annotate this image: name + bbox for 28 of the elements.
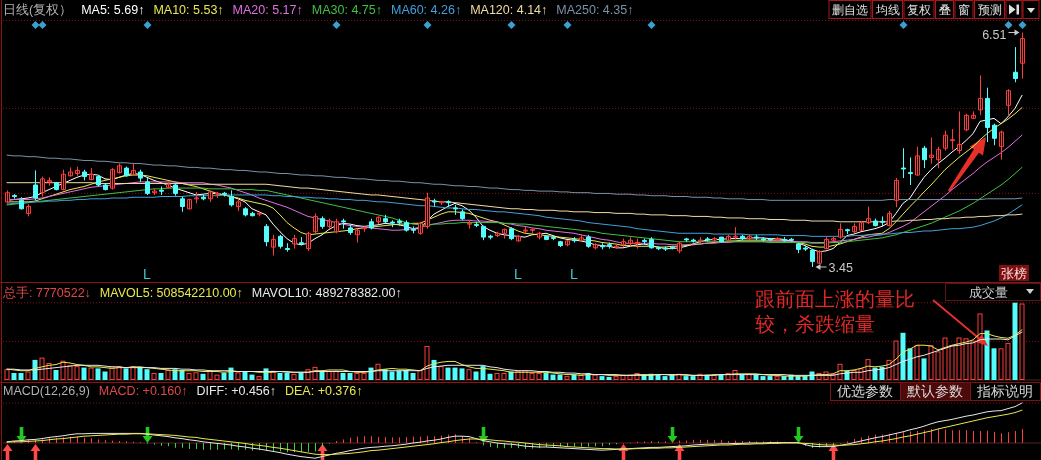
text: MA250: 4.35↑	[556, 3, 634, 17]
text: 删自选	[832, 3, 868, 17]
text: MA5: 5.69↑	[81, 3, 145, 17]
text: DEA: +0.376↑	[285, 384, 363, 398]
text: DIFF: +0.456↑	[196, 384, 276, 398]
text: MA30: 4.75↑	[311, 3, 382, 17]
text: 默认参数	[906, 384, 963, 399]
chart-title: MACD(12,26,9)	[3, 384, 90, 398]
text: MACD: +0.160↑	[98, 384, 188, 398]
annotation: L	[570, 266, 579, 282]
text: MA60: 4.26↑	[390, 3, 462, 17]
annotation: 跟前面上涨的量比较，杀跌缩量	[755, 288, 915, 335]
text: 复权	[907, 3, 931, 17]
text: 指标说明	[976, 384, 1033, 399]
text: 成交量	[968, 285, 1008, 300]
text: MA120: 4.14↑	[470, 3, 548, 17]
chart-title: 日线(复权）	[3, 3, 73, 17]
text: MAVOL10: 489278382.00↑	[251, 286, 402, 300]
text: 总手: 7770522↓	[2, 286, 91, 300]
annotation: L	[143, 266, 152, 282]
text: MA10: 5.53↑	[153, 3, 224, 17]
text: MAVOL5: 508542210.00↑	[99, 286, 243, 300]
annotation: 3.45	[828, 260, 853, 275]
text: 窗	[958, 3, 970, 17]
text: 优选参数	[837, 384, 893, 399]
annotation: 6.51	[982, 28, 1007, 42]
annotation: L	[514, 266, 523, 282]
text: MA20: 5.17↑	[232, 3, 303, 17]
